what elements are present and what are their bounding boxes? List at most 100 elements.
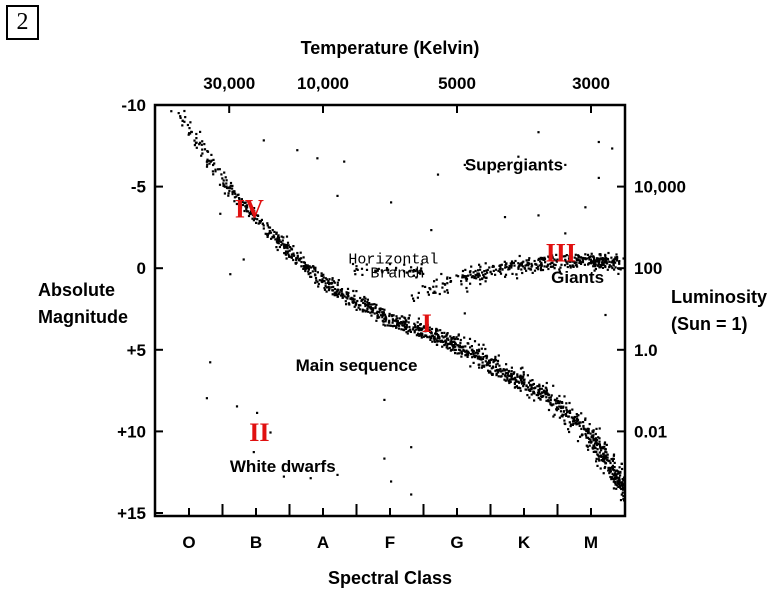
- main-sequence-star: [253, 216, 256, 219]
- giant-branch-star: [522, 260, 525, 263]
- main-sequence-star: [250, 207, 253, 210]
- main-sequence-star: [384, 324, 387, 327]
- scatter-star: [343, 160, 346, 163]
- main-sequence-star: [526, 374, 529, 377]
- main-sequence-star: [488, 364, 491, 367]
- giant-branch-star: [421, 285, 424, 288]
- main-sequence-star: [475, 354, 478, 357]
- main-sequence-star: [588, 437, 591, 441]
- giant-branch-star: [593, 269, 596, 272]
- main-sequence-star: [251, 214, 254, 217]
- giant-branch-star: [424, 285, 427, 288]
- giant-branch-star: [570, 255, 573, 258]
- main-sequence-star: [304, 269, 307, 273]
- main-sequence-star: [337, 279, 340, 282]
- main-sequence-star: [612, 487, 615, 490]
- main-sequence-star: [594, 432, 597, 436]
- main-sequence-star: [277, 238, 280, 242]
- main-sequence-star: [508, 374, 511, 378]
- main-sequence-star: [214, 168, 217, 171]
- main-sequence-star: [170, 110, 173, 113]
- main-sequence-star: [445, 334, 448, 337]
- giant-branch-star: [485, 276, 488, 279]
- giant-branch-star: [469, 273, 472, 276]
- main-sequence-star: [560, 415, 563, 418]
- main-sequence-star: [552, 384, 555, 387]
- main-sequence-star: [426, 336, 429, 339]
- main-sequence-star: [574, 419, 577, 422]
- main-sequence-star: [286, 247, 289, 250]
- main-sequence-star: [603, 442, 606, 445]
- giant-branch-star: [592, 265, 595, 268]
- horizontal-branch-label: Branch: [370, 265, 424, 282]
- main-sequence-star: [277, 234, 280, 237]
- main-sequence-star: [592, 431, 595, 434]
- main-sequence-star: [452, 336, 455, 339]
- giant-branch-star: [525, 269, 528, 272]
- main-sequence-star: [470, 353, 473, 356]
- main-sequence-star: [511, 378, 514, 381]
- giant-branch-star: [484, 272, 487, 276]
- main-sequence-star: [454, 343, 457, 346]
- main-sequence-star: [520, 379, 523, 382]
- main-sequence-star: [533, 392, 536, 395]
- main-sequence-star: [485, 355, 489, 358]
- main-sequence-star: [489, 371, 492, 374]
- main-sequence-star: [183, 109, 186, 113]
- main-sequence-star: [467, 351, 470, 354]
- horizontal-branch-star: [365, 263, 368, 266]
- main-sequence-star: [253, 209, 256, 213]
- main-sequence-star: [435, 333, 438, 336]
- main-sequence-star: [577, 414, 580, 417]
- main-sequence-star: [453, 340, 456, 343]
- giant-branch-star: [482, 273, 485, 277]
- main-sequence-star: [379, 309, 382, 312]
- main-sequence-star: [218, 168, 221, 171]
- main-sequence-star: [199, 130, 202, 133]
- main-sequence-star: [223, 171, 226, 174]
- luminosity-tick-label: 0.01: [634, 422, 667, 441]
- giant-branch-star: [511, 272, 514, 275]
- main-sequence-star: [270, 237, 273, 240]
- main-sequence-star: [395, 325, 398, 328]
- main-sequence-star: [440, 340, 443, 343]
- main-sequence-star: [528, 396, 531, 399]
- giant-branch-star: [606, 258, 610, 261]
- main-sequence-star: [352, 301, 355, 304]
- main-sequence-star: [559, 410, 563, 413]
- scatter-star: [390, 201, 393, 204]
- main-sequence-star: [306, 264, 309, 267]
- main-sequence-star: [521, 366, 524, 369]
- main-sequence-star: [281, 242, 284, 245]
- main-sequence-star: [544, 386, 547, 389]
- main-sequence-star: [300, 257, 303, 260]
- main-sequence-star: [424, 326, 427, 329]
- giant-branch-star: [511, 262, 514, 265]
- main-sequence-star: [310, 266, 313, 269]
- main-sequence-star: [587, 431, 590, 434]
- main-sequence-star: [402, 324, 405, 327]
- giant-branch-star: [607, 251, 610, 255]
- main-sequence-star: [595, 441, 598, 444]
- giant-branch-star: [571, 260, 574, 263]
- main-sequence-star: [540, 387, 543, 390]
- main-sequence-star: [206, 160, 209, 163]
- main-sequence-star: [326, 286, 329, 289]
- horizontal-branch-star: [405, 271, 408, 274]
- giant-branch-star: [604, 253, 607, 256]
- main-sequence-star: [464, 350, 467, 353]
- main-sequence-star: [533, 399, 536, 402]
- main-sequence-star: [612, 457, 615, 460]
- scatter-star: [503, 216, 507, 219]
- giant-branch-star: [608, 260, 611, 263]
- giant-branch-star: [601, 257, 604, 260]
- main-sequence-star: [225, 182, 228, 185]
- main-sequence-star: [601, 447, 605, 450]
- giant-branch-star: [516, 277, 519, 280]
- main-sequence-star: [508, 379, 511, 383]
- giant-branch-star: [533, 259, 536, 263]
- scatter-star: [597, 140, 600, 144]
- main-sequence-star: [296, 254, 299, 257]
- main-sequence-star: [517, 386, 520, 390]
- main-sequence-star: [481, 357, 485, 360]
